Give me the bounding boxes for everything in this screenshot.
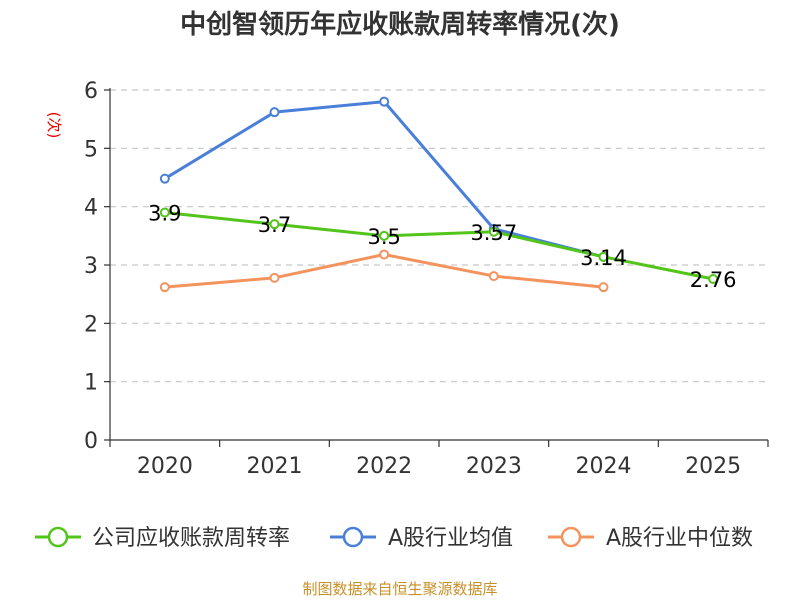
- x-tick-label: 2024: [576, 454, 632, 479]
- x-tick-label: 2020: [137, 454, 193, 479]
- data-point[interactable]: [488, 226, 499, 237]
- data-label: 3.14: [580, 246, 627, 270]
- source-note: 制图数据来自恒生聚源数据库: [302, 580, 497, 598]
- y-tick-label: 1: [84, 371, 98, 396]
- legend-marker: [342, 526, 364, 548]
- axes: 0 1 2 3 4 5 6 2020 2021 2022 2023 2024 2025: [84, 79, 769, 479]
- x-tick-label: 2025: [685, 454, 741, 479]
- data-point[interactable]: [159, 173, 170, 184]
- y-tick-label: 5: [84, 137, 98, 162]
- y-tick-label: 0: [84, 429, 98, 454]
- data-point[interactable]: [269, 272, 280, 283]
- data-point[interactable]: [379, 249, 390, 260]
- data-point[interactable]: [379, 96, 390, 107]
- legend-item-2[interactable]: A股行业中位数: [548, 526, 753, 551]
- data-point[interactable]: [708, 274, 719, 284]
- data-label: 3.9: [148, 202, 181, 226]
- legend-label: 公司应收账款周转率: [92, 526, 290, 551]
- data-point[interactable]: [159, 207, 170, 218]
- legend-item-1[interactable]: A股行业均值: [330, 526, 513, 551]
- data-point[interactable]: [488, 271, 499, 282]
- y-tick-label: 6: [84, 79, 98, 104]
- grid-lines: [110, 89, 768, 383]
- series-lines: [159, 96, 719, 293]
- y-tick-label: 4: [84, 196, 98, 221]
- data-point[interactable]: [269, 219, 280, 230]
- x-tick-label: 2021: [247, 454, 303, 479]
- series-2: [159, 249, 609, 293]
- legend-marker: [560, 526, 582, 548]
- data-label: 3.57: [470, 221, 517, 245]
- y-tick-label: 3: [84, 254, 98, 279]
- data-point[interactable]: [598, 251, 609, 262]
- x-tick-label: 2022: [356, 454, 412, 479]
- data-label: 3.5: [367, 225, 400, 249]
- data-label: 2.76: [690, 268, 737, 292]
- data-point[interactable]: [379, 230, 390, 241]
- x-tick-label: 2023: [466, 454, 522, 479]
- legend-item-0[interactable]: 公司应收账款周转率: [35, 526, 290, 551]
- data-labels: 3.9 3.7 3.5 3.57 3.14 2.76: [148, 202, 736, 293]
- data-point[interactable]: [598, 282, 609, 293]
- legend-marker: [47, 526, 69, 548]
- legend[interactable]: 公司应收账款周转率 A股行业均值 A股行业中位数: [35, 526, 753, 551]
- y-axis-label: (次): [45, 112, 63, 139]
- data-point[interactable]: [269, 107, 280, 118]
- legend-label: A股行业中位数: [606, 526, 753, 551]
- series-line: [164, 211, 714, 281]
- chart-title: 中创智领历年应收账款周转率情况(次): [180, 9, 620, 40]
- data-point[interactable]: [159, 282, 170, 293]
- series-0: [159, 207, 719, 284]
- y-tick-label: 2: [84, 312, 98, 337]
- legend-label: A股行业均值: [388, 526, 513, 551]
- data-label: 3.7: [258, 213, 291, 237]
